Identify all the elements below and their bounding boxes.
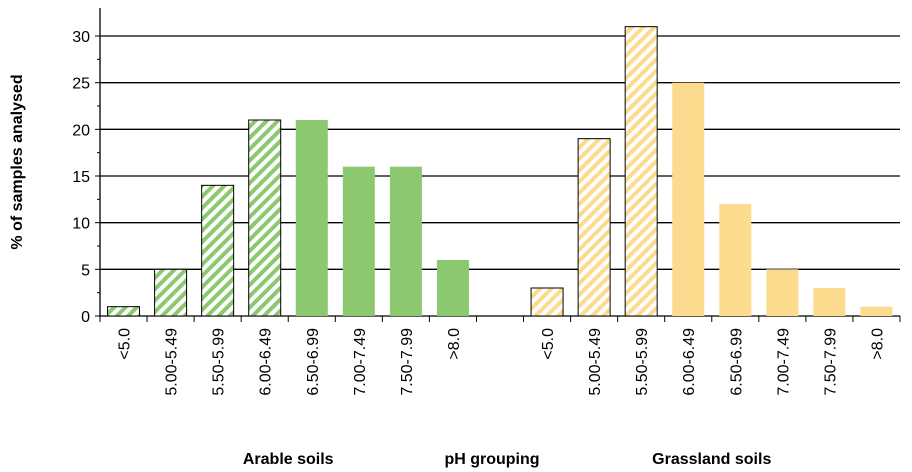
bar — [530, 287, 564, 317]
bar — [577, 138, 611, 317]
x-tick-label: 7.00-7.49 — [775, 328, 792, 396]
bar — [719, 204, 752, 316]
x-tick-label: 6.00-6.49 — [681, 328, 698, 396]
y-tick-label: 20 — [72, 122, 90, 139]
x-tick-label: <5.0 — [540, 328, 557, 360]
x-tick-label: <5.0 — [117, 328, 134, 360]
bar — [342, 166, 375, 316]
bar — [295, 120, 328, 316]
bar — [860, 306, 893, 316]
y-tick-label: 10 — [72, 216, 90, 233]
x-tick-label: 6.50-6.99 — [305, 328, 322, 396]
bar — [766, 269, 799, 316]
bar — [389, 166, 422, 316]
x-tick-label: 5.00-5.49 — [587, 328, 604, 396]
group-label: Grassland soils — [652, 451, 771, 468]
bar — [672, 82, 705, 317]
bar — [624, 26, 658, 317]
x-tick-label: 5.50-5.99 — [634, 328, 651, 396]
x-tick-label: >8.0 — [446, 328, 463, 360]
bar — [248, 119, 282, 317]
x-tick-label: 5.50-5.99 — [211, 328, 228, 396]
x-tick-label: 7.00-7.49 — [352, 328, 369, 396]
y-axis-title: % of samples analysed — [9, 74, 26, 249]
x-tick-label: >8.0 — [869, 328, 886, 360]
bar — [201, 184, 235, 317]
group-label: Arable soils — [243, 451, 334, 468]
bar — [436, 260, 469, 316]
x-tick-label: 6.00-6.49 — [258, 328, 275, 396]
y-tick-label: 30 — [72, 29, 90, 46]
y-tick-label: 0 — [81, 309, 90, 326]
bar — [154, 268, 188, 317]
x-tick-label: 7.50-7.99 — [399, 328, 416, 396]
x-axis-title: pH grouping — [444, 451, 539, 468]
y-tick-label: 15 — [72, 169, 90, 186]
y-tick-label: 25 — [72, 76, 90, 93]
x-tick-label: 6.50-6.99 — [728, 328, 745, 396]
y-tick-label: 5 — [81, 262, 90, 279]
x-tick-label: 7.50-7.99 — [822, 328, 839, 396]
bar — [107, 306, 141, 317]
bar — [813, 288, 846, 316]
x-tick-label: 5.00-5.49 — [164, 328, 181, 396]
